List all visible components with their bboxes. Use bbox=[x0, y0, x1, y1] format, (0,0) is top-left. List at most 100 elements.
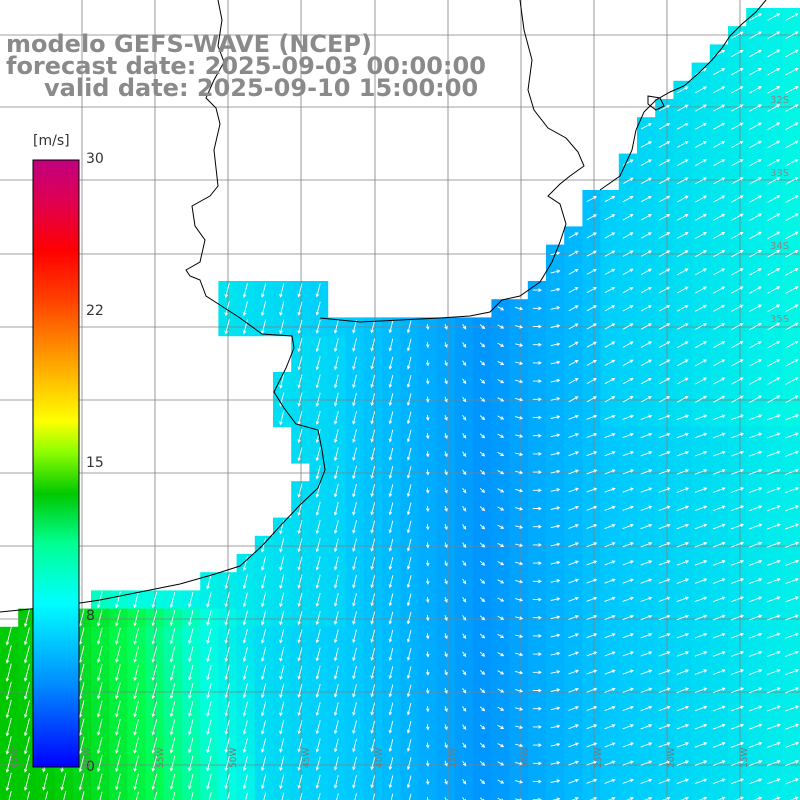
wind-arrow bbox=[767, 122, 781, 130]
wind-arrow bbox=[730, 778, 745, 785]
wind-arrow bbox=[658, 578, 671, 584]
wind-arrow bbox=[749, 286, 762, 294]
wind-arrow bbox=[568, 433, 579, 438]
wind-cell-1116 bbox=[382, 790, 401, 800]
wind-arrow bbox=[370, 465, 376, 480]
wind-arrow bbox=[444, 378, 448, 385]
wind-arrow bbox=[315, 483, 321, 498]
wind-arrow bbox=[785, 104, 799, 112]
wind-arrow bbox=[315, 556, 321, 571]
wind-arrow bbox=[315, 319, 321, 334]
wind-arrow bbox=[767, 359, 781, 367]
wind-arrow bbox=[78, 754, 85, 773]
wind-arrow bbox=[333, 520, 339, 535]
wind-arrow bbox=[297, 374, 303, 389]
wind-arrow bbox=[532, 306, 542, 311]
wind-arrow bbox=[748, 687, 763, 694]
wind-arrow bbox=[658, 232, 671, 239]
wind-arrow bbox=[462, 342, 467, 348]
wind-arrow bbox=[352, 392, 357, 407]
wind-arrow bbox=[622, 669, 634, 675]
wind-arrow bbox=[640, 359, 652, 366]
wind-arrow bbox=[532, 761, 542, 766]
latitude-label: 33S bbox=[770, 168, 790, 179]
wind-arrow bbox=[206, 774, 212, 790]
wind-cell-1133 bbox=[691, 790, 711, 800]
wind-arrow bbox=[640, 323, 652, 330]
wind-arrow bbox=[297, 665, 303, 680]
wind-arrow bbox=[242, 574, 248, 590]
wind-arrow bbox=[297, 683, 303, 699]
wind-arrow bbox=[604, 378, 616, 385]
wind-arrow bbox=[640, 268, 652, 275]
wind-arrow bbox=[444, 578, 448, 585]
wind-arrow bbox=[260, 719, 267, 735]
wind-arrow bbox=[169, 664, 176, 681]
wind-arrow bbox=[586, 487, 598, 493]
wind-arrow bbox=[731, 359, 744, 367]
coastline-east bbox=[599, 0, 767, 191]
wind-arrow bbox=[151, 628, 158, 645]
wind-cell-1128 bbox=[600, 790, 620, 800]
wind-arrow bbox=[406, 484, 412, 498]
wind-arrow bbox=[169, 701, 176, 718]
wind-arrow bbox=[479, 779, 486, 785]
wind-arrow bbox=[550, 488, 561, 492]
wind-arrow bbox=[695, 377, 707, 385]
wind-arrow bbox=[695, 286, 707, 294]
wind-arrow bbox=[676, 632, 690, 639]
wind-arrow bbox=[748, 705, 763, 712]
wind-arrow bbox=[713, 359, 726, 367]
wind-arrow bbox=[242, 683, 248, 699]
wind-arrow bbox=[479, 560, 486, 566]
wind-arrow bbox=[224, 282, 230, 299]
wind-arrow bbox=[586, 469, 598, 475]
wind-arrow bbox=[5, 663, 12, 682]
wind-arrow bbox=[622, 724, 634, 730]
wind-arrow bbox=[749, 341, 762, 349]
wind-arrow bbox=[315, 665, 321, 680]
wind-arrow bbox=[370, 720, 376, 734]
wind-arrow bbox=[767, 67, 781, 76]
wind-arrow bbox=[676, 341, 689, 348]
wind-arrow bbox=[622, 778, 634, 784]
wind-arrow bbox=[785, 177, 799, 185]
longitude-label: 25W bbox=[594, 747, 604, 768]
wind-arrow bbox=[568, 687, 579, 693]
wind-arrow bbox=[514, 452, 524, 457]
wind-arrow bbox=[115, 627, 121, 645]
wind-arrow bbox=[444, 742, 448, 749]
wind-arrow bbox=[315, 683, 321, 698]
wind-arrow bbox=[658, 432, 671, 439]
wind-arrow bbox=[730, 432, 745, 439]
wind-arrow bbox=[5, 736, 12, 755]
wind-arrow bbox=[622, 286, 634, 294]
wind-cell-1126 bbox=[564, 790, 583, 800]
wind-arrow bbox=[731, 122, 744, 130]
wind-arrow bbox=[712, 578, 726, 584]
wind-arrow bbox=[388, 465, 394, 480]
wind-arrow bbox=[604, 469, 616, 475]
wind-cell-1122 bbox=[491, 790, 511, 800]
wind-arrow bbox=[640, 250, 652, 257]
wind-arrow bbox=[695, 104, 707, 112]
longitude-label: 45W bbox=[302, 747, 312, 768]
wind-arrow bbox=[315, 738, 321, 753]
wind-arrow bbox=[676, 651, 690, 657]
wind-arrow bbox=[462, 633, 467, 639]
wind-arrow bbox=[279, 701, 285, 717]
wind-arrow bbox=[497, 379, 505, 384]
wind-arrow bbox=[151, 737, 158, 754]
wind-arrow bbox=[748, 632, 763, 639]
wind-arrow bbox=[586, 414, 598, 420]
wind-arrow bbox=[785, 596, 800, 603]
wind-arrow bbox=[352, 447, 357, 462]
wind-arrow bbox=[604, 633, 616, 639]
wind-arrow bbox=[767, 377, 781, 385]
wind-arrow bbox=[676, 268, 689, 276]
wind-arrow bbox=[151, 609, 158, 627]
wind-arrow bbox=[640, 232, 652, 239]
wind-arrow bbox=[767, 268, 781, 276]
wind-arrow bbox=[713, 122, 726, 130]
wind-arrow bbox=[388, 429, 394, 443]
